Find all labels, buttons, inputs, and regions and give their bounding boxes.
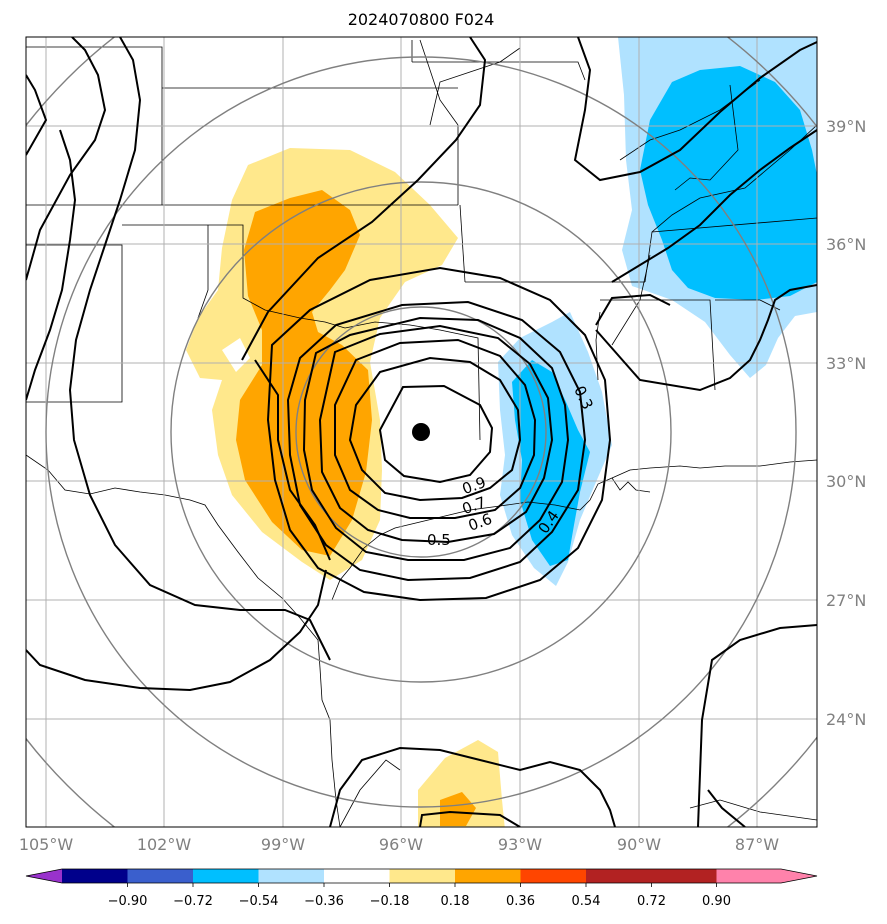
colorbar-segment [586,869,652,883]
colorbar-outline [25,868,818,884]
lon-label: 87°W [735,835,779,854]
colorbar-tick-label: 0.54 [572,894,601,909]
colorbar-segment [127,869,193,883]
lat-label: 30°N [826,472,866,491]
colorbar-tick-label: 0.18 [441,894,470,909]
political-borders [26,39,817,827]
colorbar: −0.90 −0.72 −0.54 −0.36 −0.18 0.18 0.36 … [25,868,818,909]
lon-label: 93°W [498,835,542,854]
colorbar-tick-label: −0.18 [370,894,410,909]
lat-label: 39°N [826,117,866,136]
colorbar-segment [520,869,586,883]
colorbar-segment [651,869,717,883]
colorbar-extend-min [26,869,62,883]
colorbar-tick-label: 0.90 [702,894,731,909]
lon-label: 90°W [617,835,661,854]
colorbar-tick-label: 0.36 [506,894,535,909]
lon-label: 99°W [261,835,305,854]
contour-label-0.5: 0.5 [427,531,451,549]
lat-label: 24°N [826,710,866,729]
negative-anomaly-east [498,312,612,586]
colorbar-tick-label: −0.36 [304,894,344,909]
colorbar-segment [455,869,521,883]
colorbar-segment [324,869,390,883]
negative-east-dark [512,360,590,566]
colorbar-segment [389,869,455,883]
colorbar-segment [716,869,781,883]
contour-lines [26,37,817,827]
positive-south-dark [440,792,476,826]
colorbar-tick-label: −0.72 [173,894,213,909]
colorbar-segment [193,869,259,883]
colorbar-extend-max [781,869,817,883]
colorbar-tick-label: 0.72 [637,894,666,909]
latitude-labels: 39°N 36°N 33°N 30°N 27°N 24°N [826,117,866,729]
map-title: 2024070800 F024 [348,10,495,29]
lon-label: 102°W [137,835,192,854]
lat-label: 36°N [826,235,866,254]
colorbar-tick-label: −0.54 [239,894,279,909]
colorbar-ticks [127,883,717,887]
storm-center-marker [412,423,430,441]
colorbar-segment [62,869,128,883]
map-frame [25,36,818,828]
lat-label: 27°N [826,591,866,610]
lon-label: 105°W [19,835,74,854]
negative-ne-dark [640,66,817,300]
colorbar-segment [258,869,324,883]
colorbar-tick-label: −0.90 [108,894,148,909]
lon-label: 96°W [379,835,423,854]
longitude-labels: 105°W 102°W 99°W 96°W 93°W 90°W 87°W [19,835,779,854]
lat-label: 33°N [826,354,866,373]
